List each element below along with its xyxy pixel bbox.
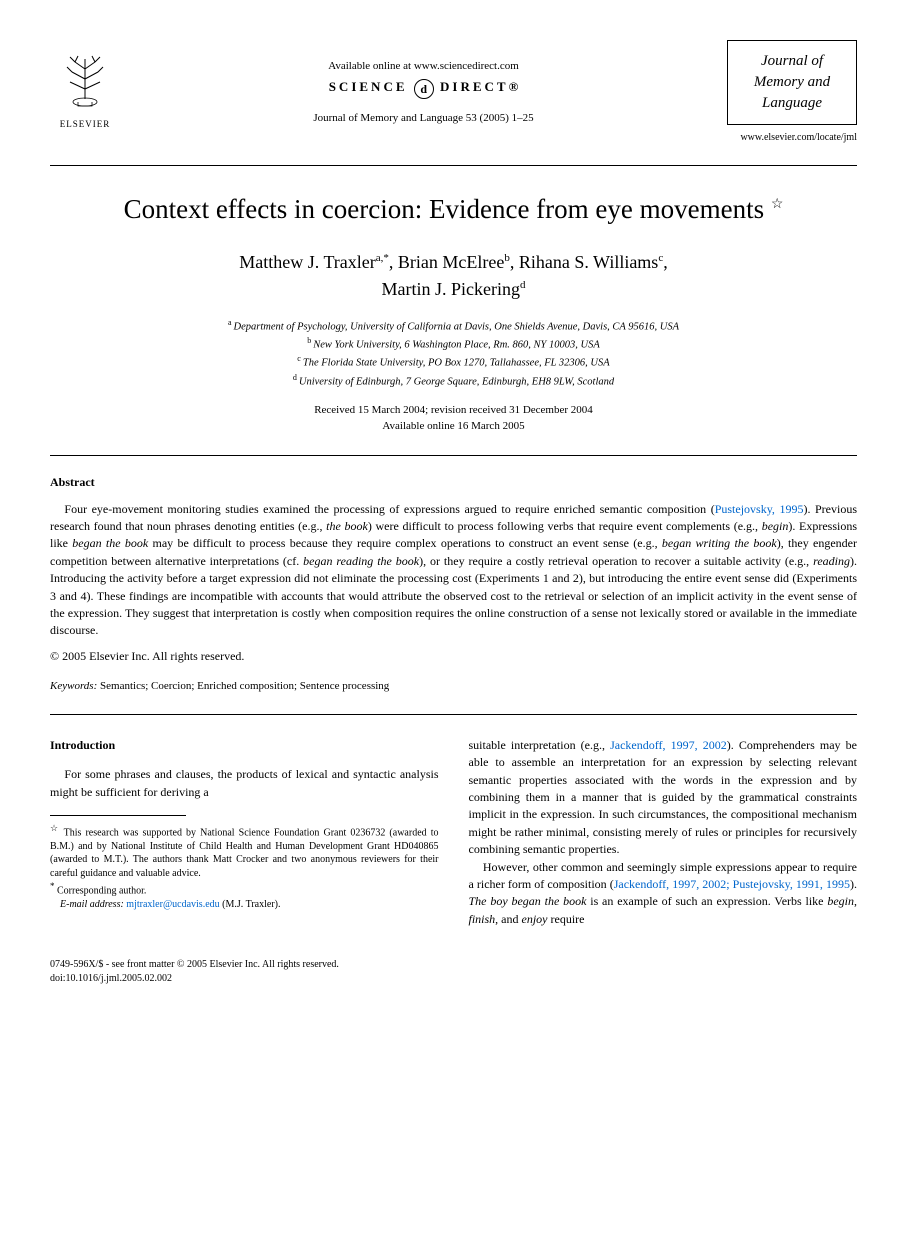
author-3: Rihana S. Williams xyxy=(519,252,658,272)
footnote-corresponding: * Corresponding author. xyxy=(50,880,439,898)
abs-i2: begin xyxy=(762,519,789,533)
author-2-sup: b xyxy=(504,252,510,264)
abstract-rule-top xyxy=(50,455,857,456)
c2p2-d: , xyxy=(854,894,857,908)
abs-t3: ) were difficult to process following ve… xyxy=(368,519,762,533)
body-columns: Introduction For some phrases and clause… xyxy=(50,737,857,928)
citation-line: Journal of Memory and Language 53 (2005)… xyxy=(120,111,727,126)
footer-line-1: 0749-596X/$ - see front matter © 2005 El… xyxy=(50,958,857,972)
abstract-body: Four eye-movement monitoring studies exa… xyxy=(50,501,857,640)
affiliation-d: University of Edinburgh, 7 George Square… xyxy=(299,376,614,387)
c2p2-link[interactable]: Jackendoff, 1997, 2002; Pustejovsky, 199… xyxy=(614,877,850,891)
c2p1-a: suitable interpretation (e.g., xyxy=(469,738,611,752)
title-text: Context effects in coercion: Evidence fr… xyxy=(124,194,765,224)
intro-heading: Introduction xyxy=(50,737,439,754)
abs-i1: the book xyxy=(326,519,368,533)
c2p2-b: ). xyxy=(850,877,857,891)
abs-t5: may be difficult to process because they… xyxy=(148,536,662,550)
title-footnote-star: ☆ xyxy=(771,197,784,212)
keywords-block: Keywords: Semantics; Coercion; Enriched … xyxy=(50,679,857,694)
footnote-asterisk-icon: * xyxy=(50,881,55,891)
column-right: suitable interpretation (e.g., Jackendof… xyxy=(469,737,858,928)
footnote-email: E-mail address: mjtraxler@ucdavis.edu (M… xyxy=(50,898,439,912)
available-online-text: Available online at www.sciencedirect.co… xyxy=(120,59,727,74)
footer-doi: doi:10.1016/j.jml.2005.02.002 xyxy=(50,972,857,986)
author-4: Martin J. Pickering xyxy=(382,279,520,299)
journal-line-1: Journal of xyxy=(742,51,842,72)
author-2: Brian McElree xyxy=(398,252,504,272)
footnote-2-text: Corresponding author. xyxy=(57,886,146,897)
footnote-star-icon: ☆ xyxy=(50,823,60,833)
c2p1-link[interactable]: Jackendoff, 1997, 2002 xyxy=(610,738,727,752)
c2p2-i1: The boy began the book xyxy=(469,894,587,908)
sd-word-2: DIRECT xyxy=(440,79,509,94)
abs-i5: began reading the book xyxy=(303,554,419,568)
journal-line-2: Memory and xyxy=(742,72,842,93)
abstract-heading: Abstract xyxy=(50,474,857,491)
journal-name-box: Journal of Memory and Language xyxy=(727,40,857,125)
author-1: Matthew J. Traxler xyxy=(239,252,376,272)
abs-i3: began the book xyxy=(72,536,148,550)
journal-url[interactable]: www.elsevier.com/locate/jml xyxy=(740,131,857,145)
abs-i4: began writing the book xyxy=(662,536,777,550)
keywords-text: Semantics; Coercion; Enriched compositio… xyxy=(100,680,389,692)
copyright-line: © 2005 Elsevier Inc. All rights reserved… xyxy=(50,648,857,665)
abs-t1: Four eye-movement monitoring studies exa… xyxy=(64,502,714,516)
author-3-sup: c xyxy=(658,252,663,264)
header-center: Available online at www.sciencedirect.co… xyxy=(120,59,727,126)
received-date: Received 15 March 2004; revision receive… xyxy=(50,402,857,419)
authors-block: Matthew J. Traxlera,*, Brian McElreeb, R… xyxy=(50,249,857,303)
affiliations-block: a Department of Psychology, University o… xyxy=(50,317,857,390)
email-tail: (M.J. Traxler). xyxy=(220,899,281,910)
sd-at-icon: d xyxy=(414,79,434,99)
c2p2-c: is an example of such an expression. Ver… xyxy=(586,894,827,908)
c2p2-i3: finish xyxy=(469,912,496,926)
journal-line-3: Language xyxy=(742,93,842,114)
c2p2-i2: begin xyxy=(827,894,854,908)
affiliation-b: New York University, 6 Washington Place,… xyxy=(313,340,600,351)
author-4-sup: d xyxy=(520,279,526,291)
abs-ref-1[interactable]: Pustejovsky, 1995 xyxy=(715,502,804,516)
elsevier-label: ELSEVIER xyxy=(60,118,111,131)
intro-p1-right: suitable interpretation (e.g., Jackendof… xyxy=(469,737,858,859)
abs-t7: ), or they require a costly retrieval op… xyxy=(419,554,813,568)
available-date: Available online 16 March 2005 xyxy=(50,418,857,435)
elsevier-logo: ELSEVIER xyxy=(50,53,120,133)
c2p2-f: require xyxy=(548,912,585,926)
header-rule xyxy=(50,165,857,166)
header-right: Journal of Memory and Language www.elsev… xyxy=(727,40,857,145)
article-title: Context effects in coercion: Evidence fr… xyxy=(50,191,857,229)
footnote-separator xyxy=(50,815,186,816)
keywords-label: Keywords: xyxy=(50,680,97,692)
email-label: E-mail address: xyxy=(60,899,124,910)
affiliation-c: The Florida State University, PO Box 127… xyxy=(303,358,610,369)
c2p2-e: , and xyxy=(495,912,521,926)
page-footer: 0749-596X/$ - see front matter © 2005 El… xyxy=(50,958,857,986)
science-direct-logo: SCIENCE d DIRECT® xyxy=(120,78,727,98)
c2p1-b: ). Comprehenders may be able to assemble… xyxy=(469,738,858,856)
dates-block: Received 15 March 2004; revision receive… xyxy=(50,402,857,435)
email-link[interactable]: mjtraxler@ucdavis.edu xyxy=(126,899,219,910)
intro-p1-left: For some phrases and clauses, the produc… xyxy=(50,766,439,801)
affiliation-a: Department of Psychology, University of … xyxy=(234,321,680,332)
abs-i6: reading xyxy=(813,554,850,568)
footnote-funding: ☆ This research was supported by Nationa… xyxy=(50,822,439,880)
sd-word-1: SCIENCE xyxy=(329,79,408,94)
elsevier-tree-icon xyxy=(60,54,110,116)
page-header: ELSEVIER Available online at www.science… xyxy=(50,40,857,155)
footnote-1-text: This research was supported by National … xyxy=(50,827,439,879)
author-1-sup: a,* xyxy=(376,252,389,264)
intro-p2-right: However, other common and seemingly simp… xyxy=(469,859,858,929)
c2p2-i4: enjoy xyxy=(522,912,548,926)
column-left: Introduction For some phrases and clause… xyxy=(50,737,439,928)
abstract-rule-bottom xyxy=(50,714,857,715)
